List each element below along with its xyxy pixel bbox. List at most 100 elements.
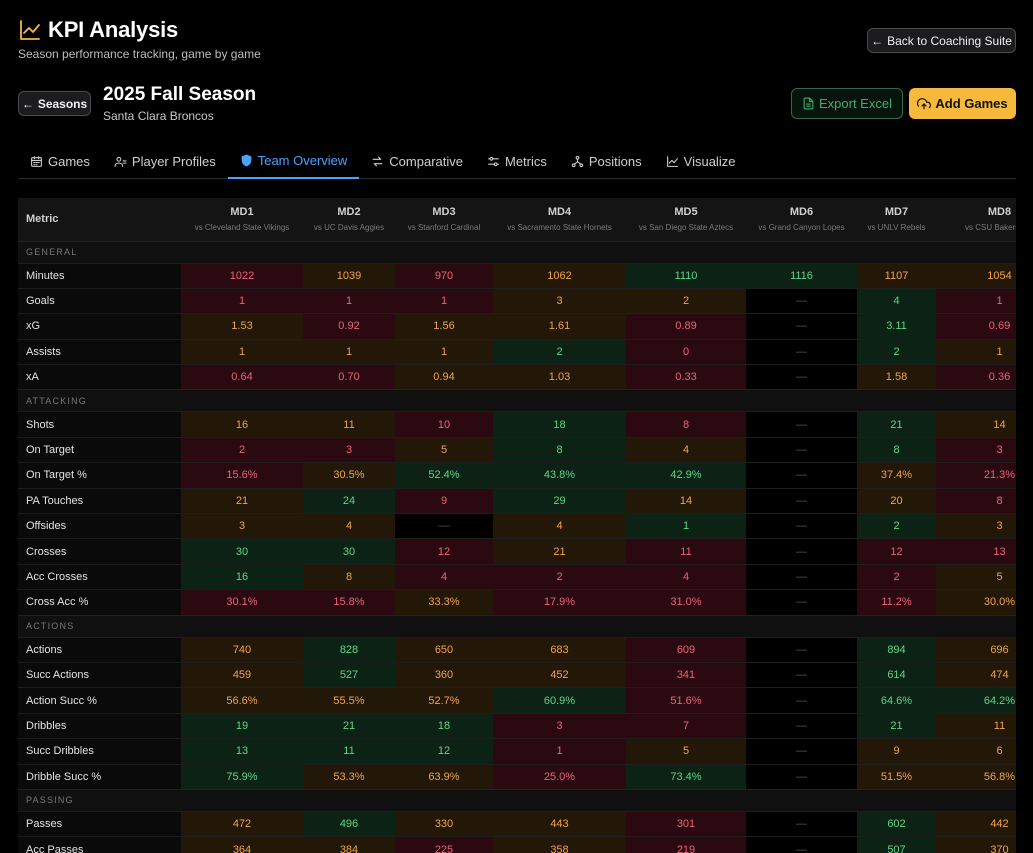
kpi-value-cell: 459 <box>181 661 303 688</box>
kpi-value-cell: 21 <box>181 487 303 514</box>
kpi-value-cell: 30.5% <box>303 462 395 489</box>
kpi-value-cell: — <box>395 513 493 539</box>
tab-games[interactable]: Games <box>18 143 102 179</box>
kpi-value-cell: 0 <box>626 338 746 365</box>
matchday-label: MD2 <box>337 206 361 219</box>
kpi-value-cell: 496 <box>303 810 395 837</box>
calendar-icon <box>31 155 42 167</box>
metric-label: Action Succ % <box>18 687 181 714</box>
section-label: ACTIONS <box>18 614 1016 638</box>
back-to-coaching-suite-button[interactable]: ← Back to Coaching Suite <box>867 28 1016 53</box>
network-icon <box>571 155 584 167</box>
kpi-value-cell: 3 <box>936 513 1016 539</box>
kpi-value-cell: — <box>746 513 857 539</box>
kpi-value-cell: 0.64 <box>181 364 303 390</box>
game-column-header: MD6 vs Grand Canyon Lopes <box>746 198 857 241</box>
kpi-value-cell: 1 <box>936 287 1016 314</box>
kpi-value-cell: 8 <box>857 436 936 463</box>
kpi-value-cell: 1 <box>181 287 303 314</box>
table-row: Minutes 1022 1039 970 1062 1110 1116 1107 1054 <box>18 262 1016 289</box>
kpi-value-cell: 1107 <box>857 262 936 289</box>
metric-label: Succ Actions <box>18 661 181 688</box>
kpi-value-cell: 11 <box>936 712 1016 739</box>
kpi-value-cell: 11 <box>303 738 395 765</box>
sliders-icon <box>488 156 499 166</box>
kpi-value-cell: 472 <box>181 810 303 837</box>
kpi-value-cell: 15.6% <box>181 462 303 489</box>
kpi-value-cell: 2 <box>857 338 936 365</box>
metric-label: Actions <box>18 636 181 663</box>
metric-label: Acc Passes <box>18 836 181 853</box>
kpi-value-cell: 8 <box>303 563 395 590</box>
opponent-label: vs Cleveland State Vikings <box>194 223 290 233</box>
kpi-value-cell: 21 <box>857 411 936 438</box>
add-games-button[interactable]: Add Games <box>909 88 1016 119</box>
kpi-value-cell: 828 <box>303 636 395 663</box>
kpi-value-cell: 18 <box>395 712 493 739</box>
kpi-value-cell: 1054 <box>936 262 1016 289</box>
section-label: ATTACKING <box>18 389 1016 412</box>
matchday-label: MD3 <box>432 206 456 219</box>
opponent-label: vs UC Davis Aggies <box>313 223 385 233</box>
table-row: Cross Acc % 30.1% 15.8% 33.3% 17.9% 31.0% —11.… <box>18 589 1016 616</box>
table-row: Passes 472 496 330 443 301—602 442 <box>18 810 1016 837</box>
kpi-value-cell: 1.53 <box>181 313 303 340</box>
tab-visualize[interactable]: Visualize <box>654 143 748 179</box>
game-column-header: MD7 vs UNLV Rebels <box>857 198 936 241</box>
kpi-value-cell: — <box>746 636 857 663</box>
kpi-value-cell: 341 <box>626 661 746 688</box>
section-label: GENERAL <box>18 240 1016 263</box>
export-excel-button[interactable]: Export Excel <box>791 88 903 119</box>
tab-comparative[interactable]: Comparative <box>359 143 475 179</box>
metric-label: Cross Acc % <box>18 589 181 616</box>
kpi-value-cell: 12 <box>857 538 936 565</box>
seasons-back-button[interactable]: ← Seasons <box>18 91 91 116</box>
kpi-value-cell: 3 <box>181 513 303 539</box>
export-excel-label: Export Excel <box>819 96 892 111</box>
kpi-value-cell: 56.6% <box>181 687 303 714</box>
game-column-header: MD5 vs San Diego State Aztecs <box>626 198 746 241</box>
kpi-value-cell: 55.5% <box>303 687 395 714</box>
back-to-coaching-suite-label: Back to Coaching Suite <box>887 33 1012 48</box>
kpi-value-cell: 696 <box>936 636 1016 663</box>
kpi-value-cell: — <box>746 364 857 390</box>
matchday-label: MD5 <box>674 206 698 219</box>
page-subtitle: Season performance tracking, game by gam… <box>18 47 261 61</box>
kpi-value-cell: 11 <box>303 411 395 438</box>
kpi-value-cell: 452 <box>493 661 626 688</box>
kpi-value-cell: 30.0% <box>936 589 1016 616</box>
kpi-value-cell: 740 <box>181 636 303 663</box>
kpi-table: Metric MD1 vs Cleveland State Vikings MD2 v… <box>18 198 1016 853</box>
kpi-value-cell: 384 <box>303 836 395 853</box>
tab-player-profiles[interactable]: Player Profiles <box>102 143 228 179</box>
kpi-value-cell: — <box>746 487 857 514</box>
table-row: Acc Crosses 16 8 4 2 4—2 5 <box>18 563 1016 590</box>
kpi-value-cell: 1 <box>181 338 303 365</box>
kpi-value-cell: 2 <box>857 513 936 539</box>
kpi-value-cell: 24 <box>303 487 395 514</box>
kpi-value-cell: 1110 <box>626 262 746 289</box>
kpi-value-cell: 20 <box>857 487 936 514</box>
kpi-table-container[interactable]: Metric MD1 vs Cleveland State Vikings MD2 v… <box>18 198 1016 853</box>
metric-label: Dribbles <box>18 712 181 739</box>
kpi-value-cell: 10 <box>395 411 493 438</box>
kpi-value-cell: 14 <box>626 487 746 514</box>
tab-team-overview[interactable]: Team Overview <box>227 143 360 179</box>
kpi-value-cell: 14 <box>936 411 1016 438</box>
kpi-value-cell: 18 <box>493 411 626 438</box>
kpi-value-cell: 29 <box>493 487 626 514</box>
table-row: Dribbles 19 21 18 3 7—21 11 <box>18 712 1016 739</box>
table-row: On Target % 15.6% 30.5% 52.4% 43.8% 42.9% —37.… <box>18 462 1016 489</box>
kpi-value-cell: 3 <box>936 436 1016 463</box>
metric-label: xA <box>18 364 181 390</box>
seasons-label: Seasons <box>37 96 88 111</box>
metric-label: Dribble Succ % <box>18 763 181 790</box>
kpi-value-cell: — <box>746 436 857 463</box>
metric-label: Assists <box>18 338 181 365</box>
kpi-value-cell: — <box>746 538 857 565</box>
kpi-value-cell: 2 <box>493 338 626 365</box>
game-column-header: MD3 vs Stanford Cardinal <box>395 198 493 241</box>
tab-metrics[interactable]: Metrics <box>475 143 559 179</box>
section-header-row: ACTIONS <box>18 614 1016 638</box>
tab-positions[interactable]: Positions <box>559 143 654 179</box>
